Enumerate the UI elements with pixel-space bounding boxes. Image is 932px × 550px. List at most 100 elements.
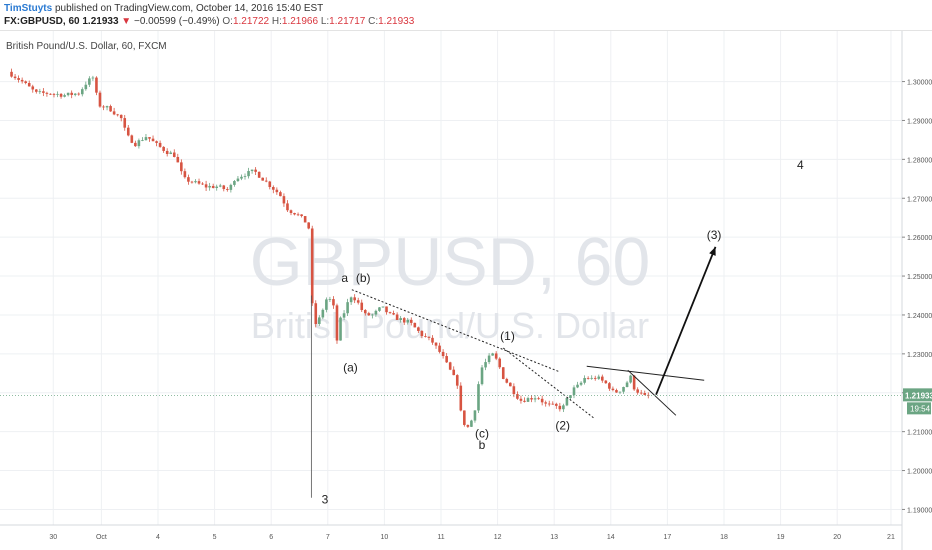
candle-body [388,312,392,314]
x-tick-label: 14 [607,534,615,541]
candle-body [243,176,247,177]
x-tick-label: 10 [380,534,388,541]
y-tick-label: 1.27000 [907,196,932,203]
candle-body [218,185,222,187]
x-tick-label: 18 [720,534,728,541]
y-tick-label: 1.24000 [907,313,932,320]
candle-body [38,91,42,93]
candle-body [325,299,328,310]
y-tick-label: 1.26000 [907,235,932,242]
candle-body [473,410,477,421]
candle-body [321,309,325,318]
candle-body [615,390,618,393]
y-tick-label: 1.21000 [907,430,932,437]
wave-label: (2) [555,419,570,433]
candle-body [275,189,279,193]
author-link[interactable]: TimStuyts [4,3,53,14]
candle-body [353,297,356,301]
candle-body [286,203,289,211]
candle-body [516,394,519,399]
candle-body [544,402,547,404]
low-key: L: [320,16,330,27]
candle-body [530,398,533,400]
candle-body [272,187,275,190]
candle-body [13,76,17,79]
candle-body [339,317,342,341]
candle-body [463,410,466,425]
candle-body [307,222,310,229]
x-tick-label: 7 [326,534,330,541]
candle-body [378,307,381,311]
watermark-name: British Pound/U.S. Dollar [251,305,649,346]
trendline[interactable] [502,347,595,419]
x-tick-label: 12 [494,534,502,541]
candle-body [137,140,141,147]
trendline[interactable] [351,289,559,372]
candle-body [300,214,303,217]
candle-body [109,106,112,112]
candle-body [190,181,194,183]
wave-label: b [479,438,486,452]
wave-label: 3 [322,493,329,507]
candle-body [409,319,413,323]
candle-body [151,138,155,142]
candle-body [130,135,134,143]
y-tick-label: 1.19000 [907,507,932,514]
candle-body [565,398,569,406]
candle-body [484,362,487,368]
candle-body [24,81,27,84]
candle-body [257,171,261,178]
x-tick-label: 11 [437,534,444,541]
candle-body [402,318,406,323]
candle-body [441,351,445,357]
projection-arrow-line[interactable] [655,246,717,396]
candle-body [289,210,293,213]
candle-body [70,92,73,95]
candle-body [247,171,250,177]
candle-body [604,380,608,384]
candle-body [399,318,402,320]
last-price: 1.21933 [82,16,119,27]
publish-info: TimStuyts published on TradingView.com, … [4,3,323,15]
trendline[interactable] [627,369,677,416]
candle-body [162,146,165,151]
candle-body [73,93,77,95]
current-price-label: 1.21933 [905,391,932,400]
candle-body [494,353,498,359]
open-value: 1.21722 [232,16,270,27]
candle-body [452,369,456,376]
x-tick-label: 30 [49,534,57,541]
y-tick-label: 1.23000 [907,352,932,359]
candle-body [250,169,254,172]
candle-body [420,330,424,337]
wave-label: (1) [500,329,515,343]
candle-body [455,375,459,386]
trendline[interactable] [586,365,705,381]
x-tick-label: 21 [887,534,895,541]
price-axis-bg [902,31,932,525]
candle-body [335,305,339,341]
symbol-info: FX:GBPUSD, 60 1.21933 ▼ −0.00599 (−0.49%… [4,16,414,28]
candle-body [632,375,636,390]
high-key: H: [271,16,282,27]
candle-body [590,377,593,379]
candle-body [438,345,441,352]
candle-body [346,302,349,314]
candle-body [84,84,88,90]
candle-body [144,137,148,141]
candle-body [208,185,211,188]
candle-body [501,367,505,379]
y-tick-label: 1.30000 [907,80,932,87]
candle-body [509,382,512,387]
candle-body [254,169,257,172]
candle-body [172,152,176,157]
candle-body [282,196,286,204]
candle-body [201,183,204,185]
y-tick-label: 1.20000 [907,469,932,476]
candle-body [59,93,63,97]
candle-body [194,181,197,183]
candle-body [236,178,240,182]
candle-body [611,388,615,391]
candle-body [349,297,353,303]
